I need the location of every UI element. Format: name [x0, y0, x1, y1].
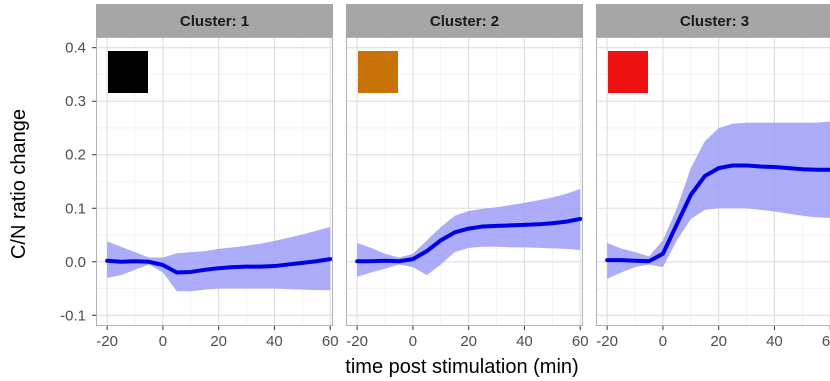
cluster-color-swatch [358, 51, 398, 93]
x-tick-label: 0 [159, 333, 167, 350]
x-tick-label: -20 [596, 333, 618, 350]
y-tick-label: 0.2 [65, 147, 86, 164]
facet-panel: Cluster: 2 -20 0 20 40 60 [346, 4, 589, 350]
facet-panel: Cluster: 3 -20 0 20 40 60 [596, 4, 830, 350]
facet-strip-label: Cluster: 2 [430, 13, 499, 30]
x-tick-label: 20 [710, 333, 727, 350]
mean-line [605, 163, 830, 264]
x-tick-label: 20 [460, 333, 477, 350]
x-tick-label: 0 [409, 333, 417, 350]
facet-strip-label: Cluster: 1 [180, 13, 249, 30]
cluster-color-swatch [108, 51, 148, 93]
panel-border [96, 37, 333, 326]
y-tick-label: 0.1 [65, 200, 86, 217]
y-axis-title: C/N ratio change [8, 109, 30, 259]
x-tick-label: 20 [210, 333, 227, 350]
mean-line [105, 257, 333, 275]
x-tick-label: -20 [346, 333, 368, 350]
y-tick-label: -0.1 [60, 307, 86, 324]
confidence-ribbon [607, 121, 830, 279]
x-tick-label: -20 [96, 333, 118, 350]
facet-panel: Cluster: 1 -20 0 20 40 60 [96, 4, 339, 350]
x-tick-label: 40 [516, 333, 533, 350]
facet-strip-label: Cluster: 3 [680, 13, 749, 30]
panels-layer: Cluster: 1 -20 0 20 40 60 Cluster: 2 -20 0 20 40 60… [96, 4, 830, 350]
x-tick-label: 60 [822, 333, 830, 350]
y-axis: -0.1 0.0 0.1 0.2 0.3 0.4 [60, 40, 96, 324]
facet-strip [596, 4, 830, 37]
confidence-ribbon [357, 188, 581, 277]
confidence-ribbon [107, 226, 331, 292]
y-tick-label: 0.4 [65, 40, 86, 57]
x-tick-label: 0 [659, 333, 667, 350]
facet-strip [346, 4, 583, 37]
x-tick-label: 40 [766, 333, 783, 350]
facet-strip [96, 4, 333, 37]
cluster-color-swatch [608, 51, 648, 93]
panel-border [596, 37, 830, 326]
mean-line [355, 216, 583, 264]
y-tick-label: 0.3 [65, 93, 86, 110]
x-tick-label: 60 [572, 333, 589, 350]
panel-border [346, 37, 583, 326]
x-axis-title: time post stimulation (min) [345, 356, 578, 378]
x-tick-label: 60 [322, 333, 339, 350]
y-tick-label: 0.0 [65, 254, 86, 271]
x-tick-label: 40 [266, 333, 283, 350]
